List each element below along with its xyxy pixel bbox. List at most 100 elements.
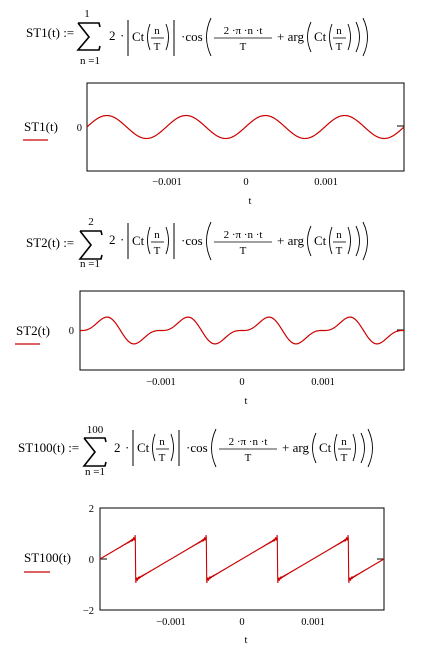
numerator: 2 ·π ·n ·t [224,25,263,37]
paren-left [206,17,212,57]
equation-lhs: ST2(t) := [26,235,74,250]
paren-left [312,432,317,464]
y-axis-label[interactable]: ST100(t) [24,550,71,565]
paren-left [307,21,312,53]
sigma-icon [82,437,107,467]
multiply-dot: · [120,28,124,43]
x-tick-label: −0.001 [156,617,186,628]
fraction-n: n [341,436,347,448]
cos-function: ·cos [181,29,203,44]
series-line-st1 [86,114,405,140]
equation-st100-svg: ST100(t) := 100 n =1 2 · Ct n T ·cos 2 ·… [18,424,373,478]
plus-arg: + arg [277,29,304,44]
ct-function: Ct [132,29,145,44]
x-axis-label: t [249,196,252,207]
fraction-n: n [159,436,165,448]
fraction-n: n [154,229,160,241]
x-tick-label: 0.001 [311,377,335,388]
equation-st2: ST2(t) := 2 n =1 2 · Ct n T ·cos 2 ·π ·n… [0,214,434,280]
equation-st1-svg: ST1(t) := 1 n =1 2 · Ct n T ·cos 2 ·π ·n… [26,8,368,67]
x-tick-label: 0 [239,617,244,628]
paren-left [329,23,333,51]
y-axis-label[interactable]: ST1(t) [24,119,58,134]
x-axis-label: t [245,396,248,407]
cos-function: ·cos [181,233,203,248]
paren-left [206,221,212,261]
x-tick-label: 0.001 [314,177,338,188]
series-line-st100 [99,534,385,584]
fraction-T: T [336,41,343,53]
sum-upper-limit: 100 [87,424,104,436]
paren-left [147,23,151,51]
ct-function: Ct [314,29,327,44]
paren-right [355,21,360,53]
fraction-n: n [154,25,160,37]
plot-st2[interactable]: ST2(t) 0 −0.001 0 0.001 t [0,288,434,412]
paren-right [352,433,356,462]
fraction-T: T [336,245,343,257]
cos-function: ·cos [186,440,208,455]
paren-left [334,433,338,462]
plot-st1[interactable]: ST1(t) 0 −0.001 0 0.001 t [0,80,434,210]
sum-upper-limit: 2 [88,216,94,228]
numerator: 2 ·π ·n ·t [224,229,263,241]
paren-right [170,433,174,462]
paren-right [165,226,169,255]
sigma-icon [76,22,101,51]
denominator-T: T [240,245,247,257]
x-tick-label: −0.001 [146,377,176,388]
fraction-n: n [336,25,342,37]
plot-st2-svg: ST2(t) 0 −0.001 0 0.001 t [15,290,405,407]
ct-function: Ct [314,233,327,248]
numerator: 2 ·π ·n ·t [229,436,268,448]
sigma-icon [78,230,103,260]
plot-st100[interactable]: ST100(t) 2 0 −2 −0.001 0 0.001 t [0,504,434,650]
multiply-dot: · [125,440,129,455]
factor-two: 2 [114,440,121,455]
y-tick-label: 0 [89,555,94,566]
paren-left [152,433,156,462]
x-tick-label: 0 [239,377,244,388]
paren-left [211,428,217,468]
y-tick-label: 2 [89,504,94,515]
plot-st100-svg: ST100(t) 2 0 −2 −0.001 0 0.001 t [24,504,385,646]
equation-st2-svg: ST2(t) := 2 n =1 2 · Ct n T ·cos 2 ·π ·n… [26,216,368,270]
sum-lower-limit: n =1 [85,466,105,478]
y-axis-label[interactable]: ST2(t) [16,323,50,338]
series-line-st2 [80,316,404,345]
equation-lhs: ST100(t) := [18,440,79,455]
x-axis-label: t [245,635,248,646]
multiply-dot: · [120,232,124,247]
sum-lower-limit: n =1 [80,258,100,270]
paren-right [347,23,351,51]
paren-right [362,17,368,57]
sum-lower-limit: n =1 [80,55,100,67]
paren-left [147,226,151,255]
equation-st1: ST1(t) := 1 n =1 2 · Ct n T ·cos 2 ·π ·n… [0,4,434,70]
plot-st1-svg: ST1(t) 0 −0.001 0 0.001 t [23,82,405,207]
paren-left [307,225,312,257]
fraction-T: T [341,452,348,464]
ct-function: Ct [319,440,332,455]
equation-lhs: ST1(t) := [26,25,74,40]
paren-right [355,225,360,257]
y-tick-label: 0 [77,123,82,134]
plus-arg: + arg [277,233,304,248]
ct-function: Ct [132,233,145,248]
paren-right [347,226,351,255]
x-tick-label: −0.001 [152,177,182,188]
sum-upper-limit: 1 [84,8,90,20]
x-tick-label: 0 [243,177,248,188]
fraction-T: T [154,245,161,257]
fraction-T: T [159,452,166,464]
factor-two: 2 [109,232,116,247]
ct-function: Ct [137,440,150,455]
x-tick-label: 0.001 [301,617,325,628]
paren-right [367,428,373,468]
denominator-T: T [245,452,252,464]
y-tick-label: −2 [83,606,94,617]
plus-arg: + arg [282,440,309,455]
paren-right [362,221,368,261]
factor-two: 2 [109,28,116,43]
paren-right [360,432,365,464]
